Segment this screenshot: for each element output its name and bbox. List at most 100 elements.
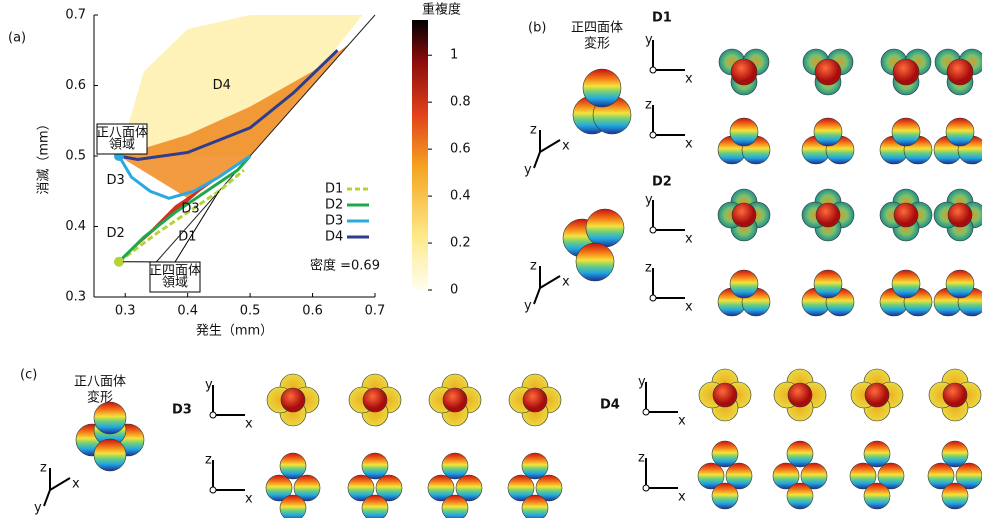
axis-origin bbox=[643, 409, 649, 415]
axis-origin bbox=[650, 227, 656, 233]
sphere bbox=[732, 203, 756, 227]
axis-origin bbox=[210, 487, 216, 493]
axis-letter: x bbox=[245, 492, 253, 507]
y-tick-label: 0.6 bbox=[65, 78, 86, 93]
axis-arrow bbox=[50, 478, 70, 490]
x-tick-label: 0.6 bbox=[302, 304, 323, 319]
sphere bbox=[788, 383, 812, 407]
sphere bbox=[942, 483, 968, 509]
colorbar-tick-label: 1 bbox=[450, 48, 458, 63]
sphere bbox=[893, 59, 919, 85]
sphere bbox=[583, 69, 621, 107]
sphere bbox=[586, 209, 624, 247]
sphere bbox=[442, 453, 468, 479]
x-tick-label: 0.3 bbox=[115, 304, 136, 319]
sphere bbox=[730, 270, 758, 298]
axis-letter: z bbox=[40, 461, 47, 476]
mode-label: D4 bbox=[600, 398, 620, 413]
panel-label: (a) bbox=[8, 31, 26, 46]
axis-letter: z bbox=[530, 259, 537, 274]
sphere bbox=[948, 203, 972, 227]
sphere bbox=[787, 483, 813, 509]
y-tick-label: 0.5 bbox=[65, 149, 86, 164]
series-label: D4 bbox=[213, 78, 231, 93]
sphere bbox=[362, 495, 388, 518]
y-tick-label: 0.4 bbox=[65, 219, 86, 234]
sphere bbox=[815, 59, 841, 85]
annotation: 密度 =0.69 bbox=[310, 258, 380, 274]
sphere bbox=[894, 203, 918, 227]
sphere bbox=[522, 495, 548, 518]
axis-letter: y bbox=[34, 501, 42, 516]
sphere bbox=[442, 495, 468, 518]
sphere bbox=[947, 59, 973, 85]
axis-arrow bbox=[534, 152, 540, 168]
colorbar bbox=[412, 20, 428, 290]
point bbox=[114, 257, 124, 267]
axis-letter: x bbox=[562, 275, 570, 290]
sphere bbox=[712, 483, 738, 509]
figure: 0.30.40.50.60.70.30.40.50.60.7発生（mm）消滅（m… bbox=[0, 0, 982, 518]
sphere bbox=[943, 383, 967, 407]
axis-letter: y bbox=[205, 378, 213, 393]
sphere bbox=[576, 243, 614, 281]
sphere bbox=[864, 483, 890, 509]
sphere bbox=[362, 453, 388, 479]
sphere bbox=[713, 383, 737, 407]
sphere bbox=[946, 118, 974, 146]
sphere bbox=[814, 118, 842, 146]
legend-label: D2 bbox=[325, 198, 343, 213]
sphere bbox=[94, 439, 126, 471]
sphere bbox=[865, 383, 889, 407]
axis-arrow bbox=[540, 276, 560, 288]
sphere bbox=[94, 402, 126, 434]
shape-title: 正八面体 bbox=[74, 375, 126, 390]
axis-letter: z bbox=[638, 451, 645, 466]
series-label: D3 bbox=[181, 201, 199, 216]
axis-letter: x bbox=[685, 72, 693, 87]
mode-label: D1 bbox=[652, 11, 672, 26]
axis-letter: x bbox=[72, 477, 80, 492]
axis-letter: x bbox=[245, 417, 253, 432]
axis-letter: y bbox=[524, 299, 532, 314]
series-label: D2 bbox=[106, 226, 124, 241]
axis-letter: y bbox=[638, 375, 646, 390]
shape-title: 正四面体 bbox=[571, 21, 623, 36]
axis-origin bbox=[650, 295, 656, 301]
axis-letter: x bbox=[678, 490, 686, 505]
panel-label: (c) bbox=[20, 368, 37, 383]
sphere bbox=[864, 441, 890, 467]
axis-letter: z bbox=[205, 453, 212, 468]
sphere bbox=[814, 270, 842, 298]
axis-origin bbox=[650, 67, 656, 73]
mode-label: D3 bbox=[172, 403, 192, 418]
sphere bbox=[280, 453, 306, 479]
mode-label: D2 bbox=[652, 175, 672, 190]
colorbar-tick-label: 0.8 bbox=[450, 95, 471, 110]
sphere bbox=[522, 453, 548, 479]
sphere bbox=[946, 270, 974, 298]
axis-letter: y bbox=[645, 33, 653, 48]
axis-letter: z bbox=[530, 123, 537, 138]
sphere bbox=[730, 118, 758, 146]
legend-label: D4 bbox=[325, 230, 343, 245]
axis-origin bbox=[210, 412, 216, 418]
sphere bbox=[731, 59, 757, 85]
axis-origin bbox=[650, 132, 656, 138]
colorbar-tick-label: 0 bbox=[450, 283, 458, 298]
region-label: 領域 bbox=[109, 137, 135, 153]
series-label: D3 bbox=[106, 173, 124, 188]
panel-label: (b) bbox=[528, 21, 546, 36]
sphere bbox=[816, 203, 840, 227]
sphere bbox=[712, 441, 738, 467]
axis-arrow bbox=[44, 490, 50, 506]
axis-letter: z bbox=[645, 98, 652, 113]
sphere bbox=[892, 270, 920, 298]
x-tick-label: 0.5 bbox=[240, 304, 261, 319]
colorbar-label: 重複度 bbox=[422, 2, 461, 18]
axis-origin bbox=[643, 485, 649, 491]
sphere bbox=[363, 388, 387, 412]
axis-letter: z bbox=[645, 261, 652, 276]
colorbar-tick-label: 0.4 bbox=[450, 189, 471, 204]
